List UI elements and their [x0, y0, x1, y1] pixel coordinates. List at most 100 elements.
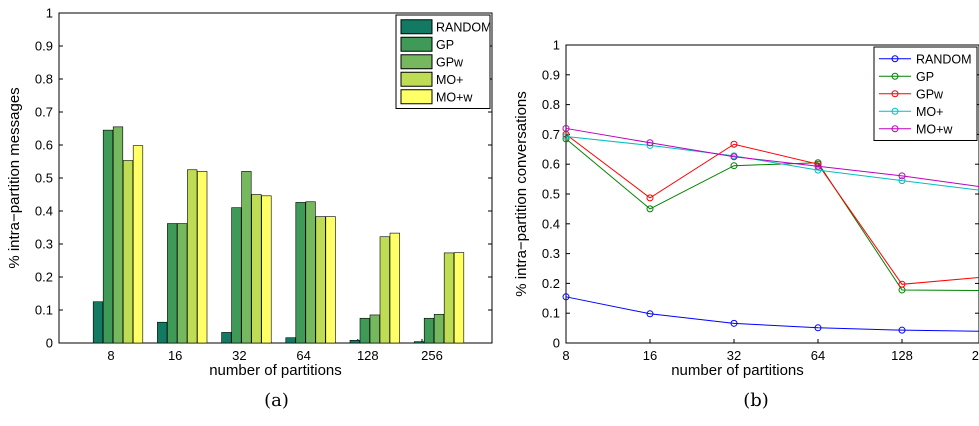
bar-GPw-16	[177, 223, 188, 344]
point-GP-32	[730, 162, 738, 170]
bar-GP-16	[167, 223, 178, 344]
point-RANDOM-16	[646, 310, 654, 318]
legend-label-GP: GP	[436, 38, 454, 52]
legend-swatch-GPw	[400, 54, 433, 70]
x-tick-label: 64	[811, 348, 825, 363]
series-line-GP	[565, 138, 979, 292]
x-tick-label: 256	[421, 348, 443, 363]
point-MO+w-16	[646, 139, 654, 147]
y-tick-label: 0.2	[542, 276, 560, 291]
y-tick-label: 0.2	[35, 270, 53, 285]
bar-GPw-128	[369, 314, 380, 344]
bar-MO+-128	[379, 236, 390, 344]
y-tick-label: 0.9	[542, 67, 560, 82]
legend-label-MO+: MO+	[916, 105, 943, 119]
bar-RANDOM-16	[157, 321, 168, 344]
bar-RANDOM-8	[92, 301, 104, 344]
bar-MO+-16	[187, 169, 198, 344]
legend-marker-MO+w	[891, 125, 899, 133]
legend-marker-MO+	[891, 107, 899, 115]
x-tick-label: 16	[168, 348, 182, 363]
y-tick-label: 1	[553, 38, 560, 53]
legend-marker-RANDOM	[891, 55, 899, 63]
y-tick-label: 0.1	[35, 303, 53, 318]
x-tick-label: 128	[891, 348, 913, 363]
chart-b-intra-partition-conversations: 0 0.1 0.2 0.3 0.4 0.5 0.6 0.7 0.8 0.9 1 % intra−par…	[513, 38, 979, 411]
caption-a: (a)	[264, 390, 289, 411]
point-RANDOM-8	[562, 293, 570, 301]
y-axis-title: % intra−partition messages	[6, 87, 23, 268]
point-MO+w-8	[562, 124, 570, 132]
bar-GP-128	[359, 317, 370, 344]
bar-RANDOM-32	[221, 332, 232, 344]
x-tick-label: 128	[357, 348, 379, 363]
series-line-GPw	[565, 134, 979, 285]
point-GPw-128	[898, 280, 906, 288]
bar-GPw-64	[305, 201, 316, 344]
legend-swatch-MO+	[400, 71, 433, 87]
x-tick-label: 64	[296, 348, 310, 363]
point-MO+w-32	[730, 153, 738, 161]
bar-GP-32	[231, 207, 242, 344]
point-GP-8	[562, 135, 570, 143]
y-tick-label: 1	[46, 6, 53, 21]
legend-swatch-GP	[400, 36, 433, 52]
bar-MO+-64	[315, 216, 326, 344]
bar-GP-8	[102, 129, 114, 344]
legend-swatch-MO+w	[400, 89, 433, 105]
y-tick-label: 0.3	[35, 237, 53, 252]
bar-MO+w-32	[261, 195, 272, 344]
y-tick-label: 0.6	[542, 157, 560, 172]
y-tick-label: 0	[553, 336, 560, 351]
y-tick-label: 0.9	[35, 39, 53, 54]
point-GPw-16	[646, 194, 654, 202]
y-tick-label: 0.7	[35, 105, 53, 120]
bar-MO+w-64	[325, 216, 336, 344]
y-tick-label: 0.8	[542, 97, 560, 112]
legend-marker-GPw	[891, 90, 899, 98]
legend-swatch-RANDOM	[400, 19, 433, 35]
bar-RANDOM-128	[349, 340, 360, 344]
x-axis-title: number of partitions	[209, 362, 342, 379]
y-tick-label: 0.4	[35, 204, 53, 219]
point-MO+w-64	[814, 162, 822, 170]
x-axis-title: number of partitions	[671, 362, 804, 379]
point-MO+w-128	[898, 172, 906, 180]
bar-MO+w-256	[453, 252, 465, 344]
y-tick-label: 0.3	[542, 246, 560, 261]
chart-a-intra-partition-messages: 0 0.1 0.2 0.3 0.4 0.5 0.6 0.7 0.8 0.9 1 % intra−par…	[6, 6, 493, 411]
x-tick-label: 8	[562, 348, 569, 363]
legend-label-GPw: GPw	[436, 55, 464, 69]
point-MO+-8	[562, 132, 570, 140]
y-tick-label: 0.5	[35, 171, 53, 186]
y-tick-label: 0.7	[542, 127, 560, 142]
series-line-RANDOM	[565, 296, 979, 332]
point-GP-16	[646, 205, 654, 213]
bar-GPw-32	[241, 171, 252, 344]
bar-GP-256	[423, 317, 435, 344]
point-GPw-32	[730, 140, 738, 148]
series-line-MO+	[565, 135, 979, 191]
x-tick-label: 32	[232, 348, 246, 363]
point-RANDOM-32	[730, 319, 738, 327]
bar-MO+-256	[443, 252, 455, 344]
bar-MO+w-128	[389, 232, 400, 344]
y-tick-label: 0.1	[542, 306, 560, 321]
point-MO+-128	[898, 177, 906, 185]
legend-marker-GP	[891, 72, 899, 80]
bar-MO+w-8	[132, 145, 144, 344]
point-RANDOM-64	[814, 324, 822, 332]
legend-label-MO+: MO+	[436, 73, 463, 87]
x-tick-label: 25	[972, 348, 979, 363]
bar-RANDOM-256	[413, 341, 425, 344]
x-tick-label: 32	[727, 348, 741, 363]
point-RANDOM-128	[898, 326, 906, 334]
y-tick-label: 0	[46, 336, 53, 351]
bar-RANDOM-64	[285, 337, 296, 344]
y-axis-title: % intra−partition conversations	[513, 91, 530, 297]
legend-label-GPw: GPw	[916, 87, 944, 101]
bar-GPw-8	[112, 126, 124, 344]
bar-MO+w-16	[197, 171, 208, 344]
